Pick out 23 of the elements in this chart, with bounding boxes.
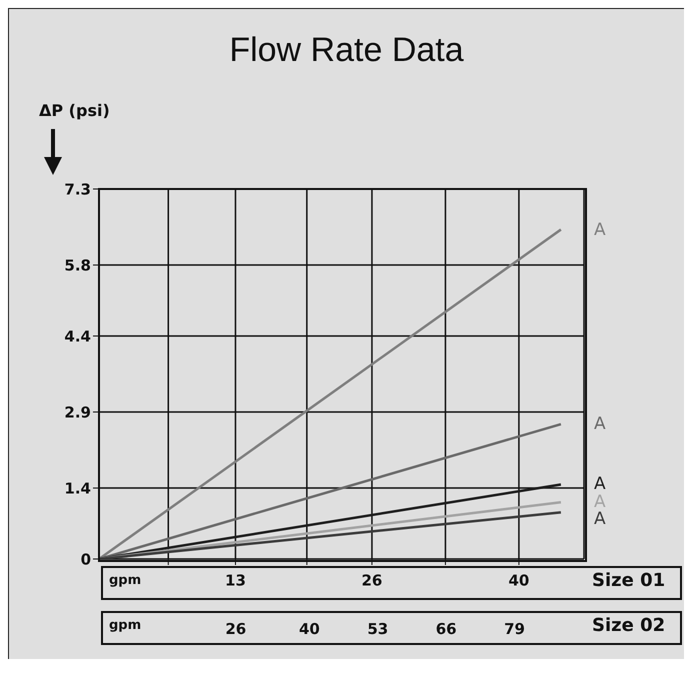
text: gpm xyxy=(109,618,142,633)
x-axis-title: Size 01 xyxy=(592,570,666,591)
y-axis-title: ΔP (psi) xyxy=(39,101,110,120)
x2-axis-title: Size 02 xyxy=(592,615,666,636)
y-tick-label: 4.4 xyxy=(64,327,91,346)
x-tick-label: 40 xyxy=(508,572,530,590)
series-label: A xyxy=(594,474,606,494)
series-label: A xyxy=(594,414,606,434)
text: gpm xyxy=(109,573,142,588)
y-tick-label: 7.3 xyxy=(64,180,91,198)
y-tick-label: 1.4 xyxy=(64,479,91,498)
x-tick-label: 13 xyxy=(225,572,246,590)
x2-tick-label: 40 xyxy=(298,620,320,638)
x2-tick-label: 53 xyxy=(367,620,388,638)
x2-tick-label: 66 xyxy=(436,620,457,638)
x2-tick-label: 26 xyxy=(225,620,246,638)
series-label: A xyxy=(594,220,606,240)
y-tick-label: 5.8 xyxy=(64,256,91,274)
x2-tick-label: 79 xyxy=(504,620,525,638)
y-tick-label: 2.9 xyxy=(64,403,91,422)
chart-title: Flow Rate Data xyxy=(228,31,465,70)
x-tick-label: 26 xyxy=(362,572,382,590)
y-tick-label: 0 xyxy=(80,550,91,568)
